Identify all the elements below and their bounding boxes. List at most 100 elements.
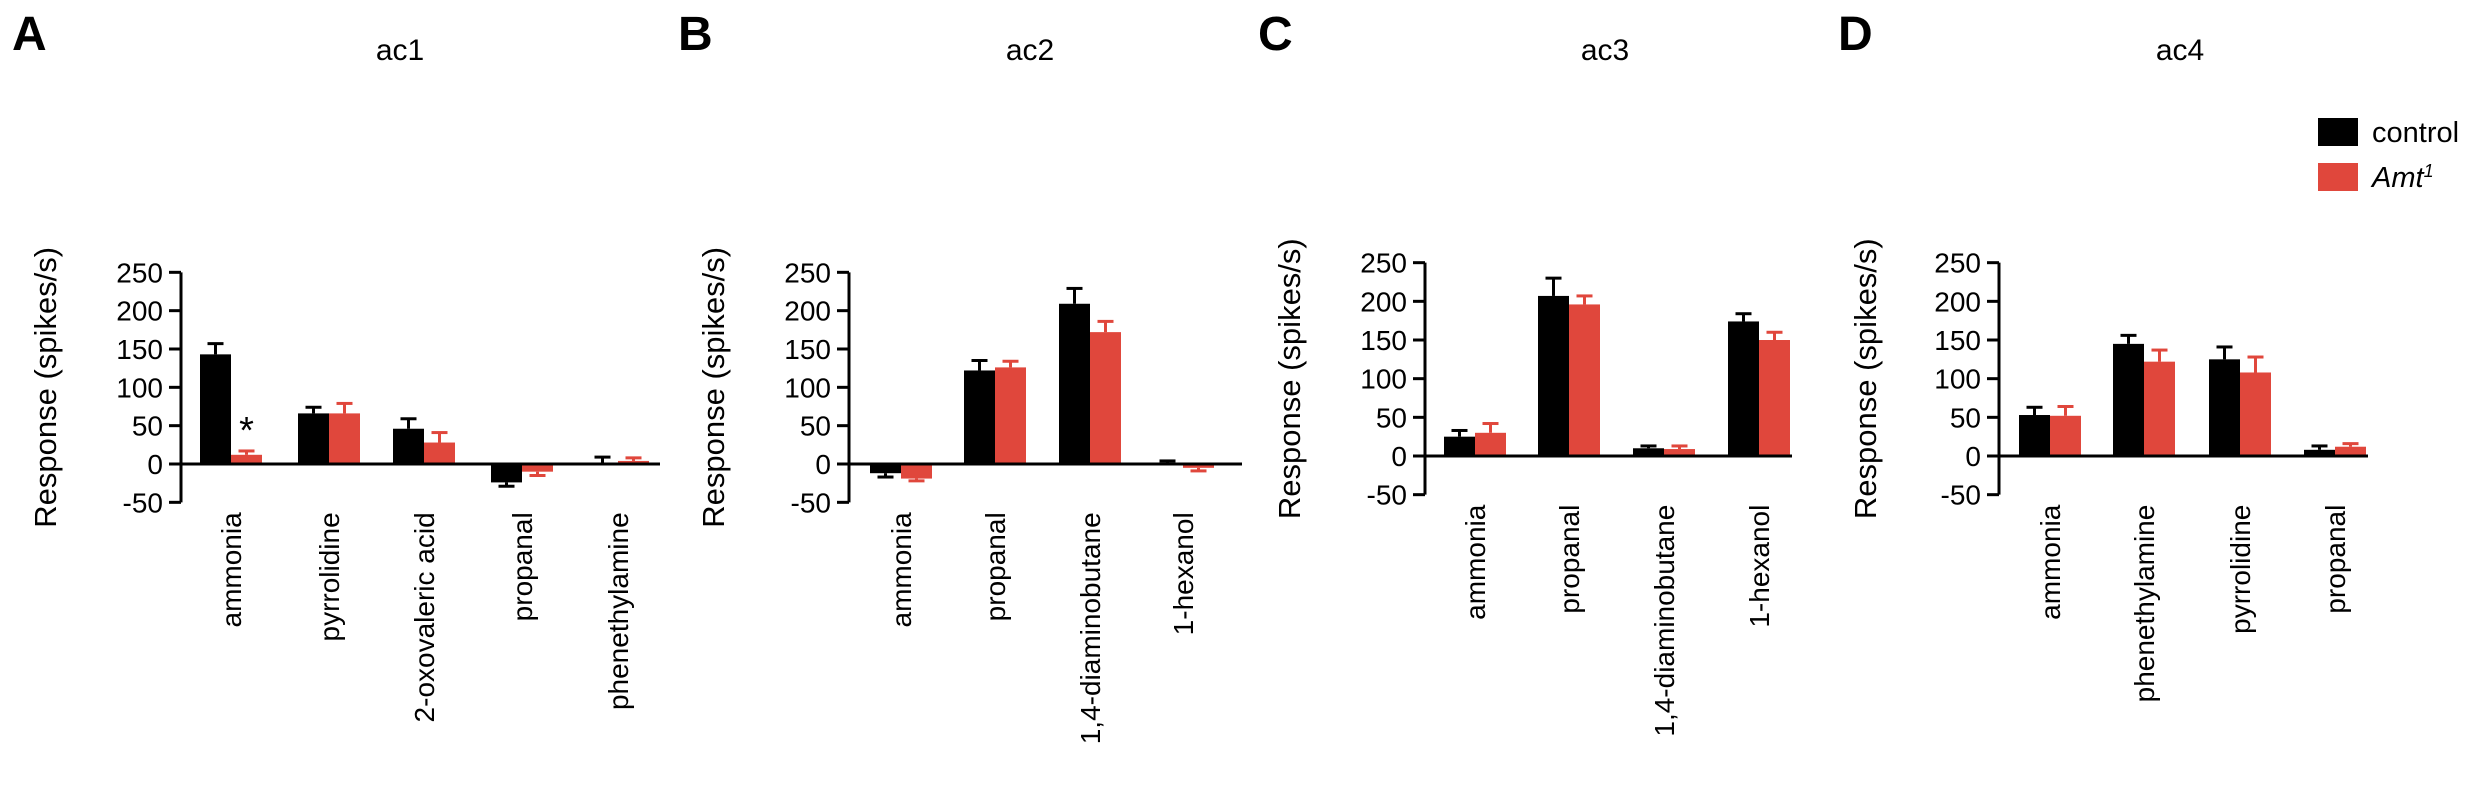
y-tick-label: 100 [1360,364,1407,395]
significance-asterisk: * [239,410,254,452]
bar-control [2209,359,2240,456]
category-label: ammonia [2035,504,2066,620]
bar-control [870,464,901,474]
y-tick-label: 0 [815,449,831,480]
y-tick-label: 200 [784,296,831,327]
panel-letter: C [1258,8,1293,61]
y-tick-label: 250 [784,257,831,288]
bar-control [2113,343,2144,456]
bar-control [1728,321,1759,456]
bar-amt1 [1569,304,1600,456]
panel-letter: D [1838,8,1873,61]
category-label: 1-hexanol [1744,505,1775,628]
legend-label: control [2372,117,2459,149]
bar-control [393,428,424,464]
panel-title: ac1 [376,34,424,67]
panel-title: ac3 [1581,34,1629,67]
y-tick-label: 250 [1360,248,1407,279]
panel-title: ac4 [2156,34,2204,67]
y-tick-label: 0 [1965,441,1981,472]
y-tick-label: 0 [147,449,163,480]
bar-amt1 [1183,464,1214,468]
bar-control [964,370,995,464]
y-axis-label: Response (spikes/s) [1848,238,1883,519]
bar-control [1059,303,1090,464]
bar-control [491,464,522,483]
y-tick-label: 0 [1391,441,1407,472]
category-label: pyrrolidine [314,512,345,641]
bar-amt1 [2144,361,2175,456]
panel-title: ac2 [1006,34,1054,67]
y-tick-label: 100 [116,372,163,403]
category-label: 1,4-diaminobutane [1649,505,1680,737]
bar-control [2304,449,2335,456]
y-tick-label: 100 [784,372,831,403]
y-tick-label: 200 [1934,286,1981,317]
category-label: ammonia [1460,504,1491,620]
legend: control Amt1 [2318,117,2459,194]
y-tick-label: -50 [123,487,163,518]
y-tick-label: 100 [1934,364,1981,395]
bar-amt1 [2050,415,2081,456]
category-label: propanal [1554,505,1585,614]
bar-amt1 [1664,449,1695,456]
category-label: pyrrolidine [2225,505,2256,634]
bar-amt1 [329,413,360,464]
category-label: propanal [507,512,538,621]
y-axis-label: Response (spikes/s) [696,247,731,528]
bar-amt1 [2240,372,2271,456]
y-tick-label: 50 [800,411,831,442]
y-tick-label: 50 [1376,402,1407,433]
category-label: ammonia [886,512,917,628]
category-label: phenethylamine [2129,505,2160,703]
category-label: 1,4-diaminobutane [1075,512,1106,744]
bar-amt1 [1090,332,1121,464]
legend-label: Amt1 [2370,161,2434,194]
category-label: 1-hexanol [1168,512,1199,635]
y-tick-label: 150 [1934,325,1981,356]
bar-control [1444,436,1475,456]
bar-control [298,413,329,464]
y-axis-label: Response (spikes/s) [1272,238,1307,519]
category-label: 2-oxovaleric acid [409,512,440,722]
y-tick-label: 150 [116,334,163,365]
y-tick-label: 200 [116,296,163,327]
bar-amt1 [901,464,932,479]
legend-label-superscript: 1 [2424,161,2434,181]
y-tick-label: 250 [1934,248,1981,279]
bar-amt1 [424,442,455,464]
bar-amt1 [1759,340,1790,456]
y-tick-label: 50 [132,411,163,442]
category-label: ammonia [216,512,247,628]
bar-control [2019,415,2050,456]
bar-amt1 [995,367,1026,464]
legend-swatch [2318,118,2358,146]
bar-amt1 [1475,432,1506,456]
category-label: propanal [980,512,1011,621]
legend-swatch [2318,163,2358,191]
bar-amt1 [2335,446,2366,456]
panel-letter: B [678,8,713,61]
y-tick-label: 200 [1360,286,1407,317]
bar-control [1538,295,1569,456]
panel-letter: A [12,8,47,61]
category-label: phenethylamine [603,512,634,710]
y-axis-label: Response (spikes/s) [28,247,63,528]
y-tick-label: -50 [791,487,831,518]
y-tick-label: 150 [784,334,831,365]
y-tick-label: -50 [1367,480,1407,511]
bar-control [1633,448,1664,456]
bar-amt1 [231,454,262,464]
category-label: propanal [2320,505,2351,614]
y-tick-label: -50 [1941,480,1981,511]
bar-amt1 [522,464,553,472]
y-tick-label: 50 [1950,402,1981,433]
bar-control [200,354,231,464]
y-tick-label: 250 [116,257,163,288]
